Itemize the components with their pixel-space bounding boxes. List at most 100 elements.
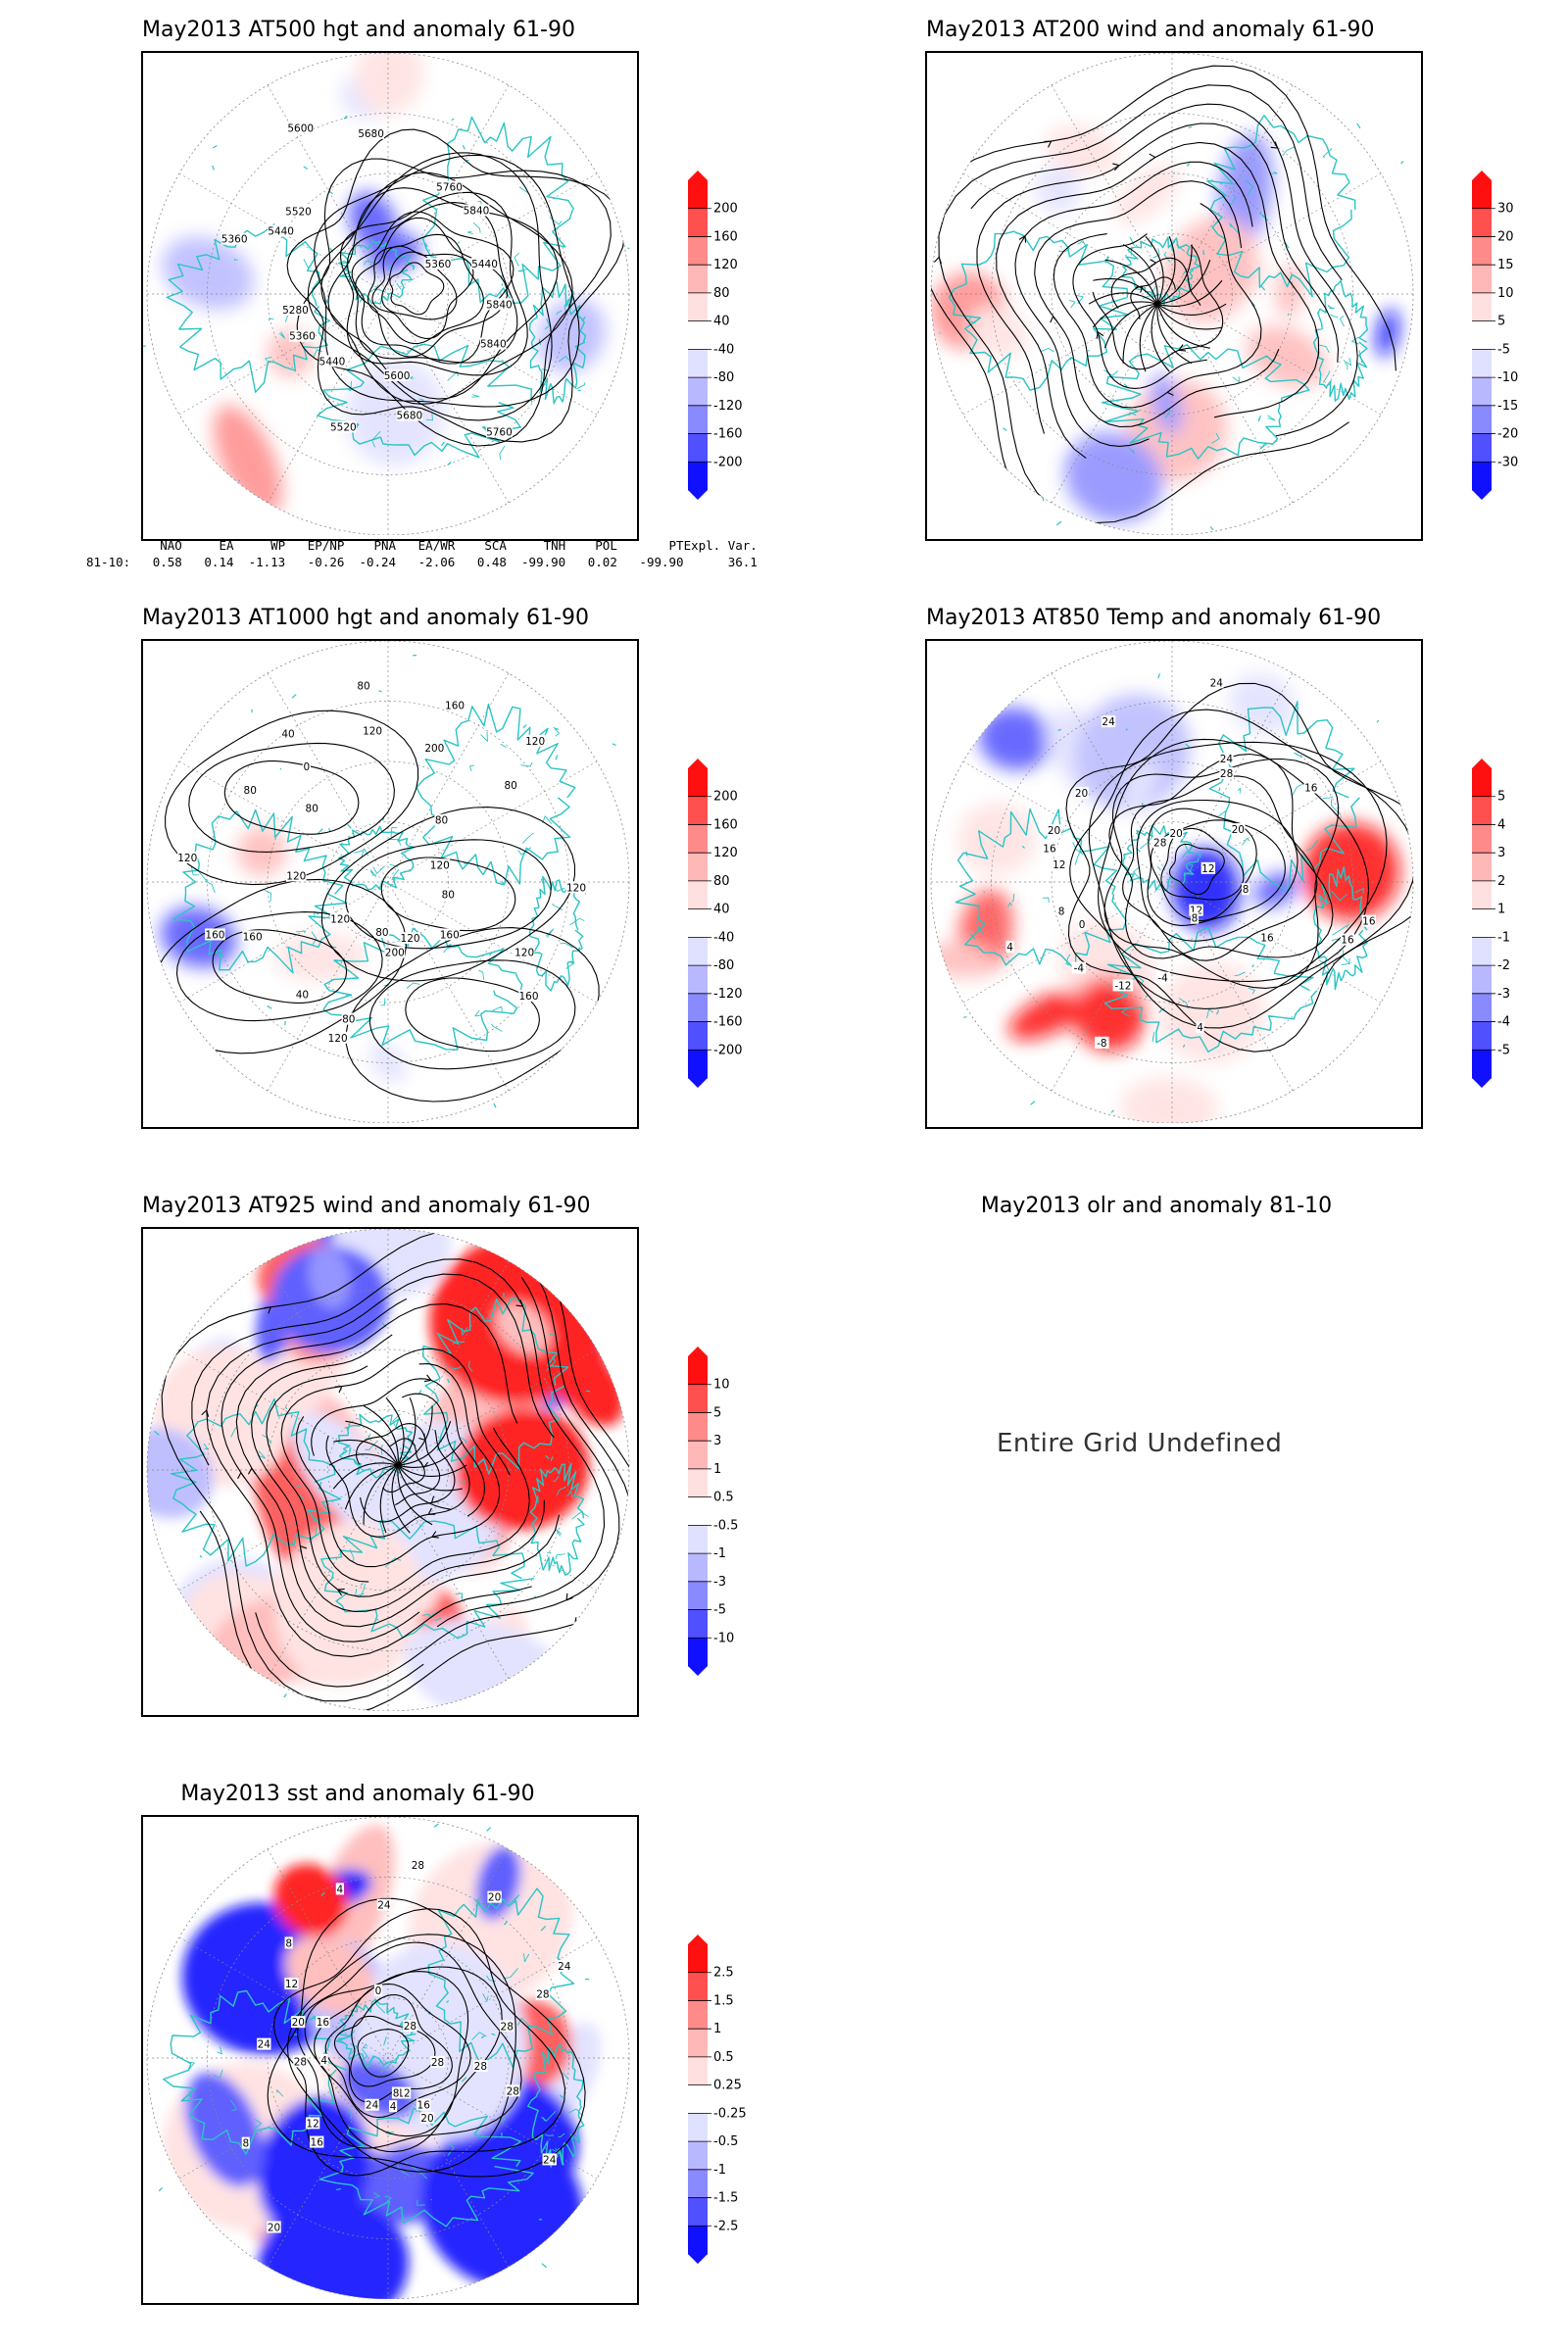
contour-label: 120 bbox=[328, 1033, 348, 1045]
border-line bbox=[359, 292, 366, 303]
contour-label-bg bbox=[329, 420, 357, 433]
map-svg bbox=[930, 53, 1414, 535]
colorbar-tick-label: 120 bbox=[713, 258, 738, 272]
border-line bbox=[392, 1413, 401, 1426]
border-line bbox=[452, 1365, 463, 1370]
contour-label-bg bbox=[267, 2221, 281, 2233]
streamline bbox=[931, 65, 1396, 535]
border-line bbox=[187, 2091, 192, 2098]
colorbar-sst: 2.5 1.5 1 0.5 0.25 -0.25 -0.5 -1 -1.5 -2.5 bbox=[676, 1933, 784, 2266]
contour-label-bg bbox=[310, 2135, 324, 2148]
border-line bbox=[555, 1528, 563, 1537]
border-line bbox=[1322, 796, 1334, 799]
border-line bbox=[384, 1557, 402, 1568]
island-outline bbox=[447, 1378, 450, 1384]
positive-anomaly bbox=[957, 803, 1037, 875]
contour-label: 16 bbox=[317, 2017, 330, 2029]
contour-line bbox=[368, 959, 576, 1070]
border-line bbox=[452, 1341, 466, 1345]
island-outline bbox=[1376, 719, 1380, 723]
contour-label-bg bbox=[242, 930, 263, 943]
island-outline bbox=[1356, 122, 1361, 129]
flow-arrow bbox=[1096, 331, 1104, 339]
contour-label: 12 bbox=[1201, 863, 1214, 875]
contour-label: 16 bbox=[417, 2099, 431, 2111]
colorbar-swatch bbox=[1472, 236, 1492, 266]
contour-label: 24 bbox=[1102, 716, 1115, 728]
colorbar-at850: 5 4 3 2 1 -1 -2 -3 -4 -5 bbox=[1460, 757, 1568, 1090]
colorbar-tick-label: -5 bbox=[1497, 1043, 1510, 1057]
colorbar-tick-label: 10 bbox=[1497, 286, 1514, 301]
continent-outline bbox=[172, 808, 348, 974]
flow-arrow bbox=[1018, 235, 1027, 243]
colorbar-tick-label: 2 bbox=[1497, 874, 1505, 889]
continent-outline bbox=[166, 223, 330, 393]
border-line bbox=[369, 284, 379, 293]
streamline bbox=[397, 1464, 467, 1477]
colorbar-swatch bbox=[688, 937, 708, 966]
border-line bbox=[482, 1993, 489, 2002]
colorbar-swatch bbox=[688, 1021, 708, 1051]
contour-label: 80 bbox=[306, 803, 318, 814]
border-line bbox=[354, 850, 365, 854]
contour-label-bg bbox=[424, 741, 445, 754]
contour-label: 5520 bbox=[330, 421, 357, 433]
contour-label: 16 bbox=[1304, 783, 1318, 795]
border-line bbox=[217, 2046, 222, 2055]
colorbar-swatch bbox=[688, 993, 708, 1023]
streamline bbox=[363, 1405, 399, 1466]
island-outline bbox=[433, 1823, 439, 1828]
contour-label: 80 bbox=[244, 785, 257, 797]
colorbar-at1000: 200 160 120 80 40 -40 -80 -120 -160 -200 bbox=[676, 757, 784, 1090]
border-line bbox=[264, 889, 272, 903]
island-outline bbox=[1021, 845, 1025, 849]
contour-label: 20 bbox=[292, 2017, 305, 2029]
border-line bbox=[1163, 251, 1171, 263]
colorbar-svg: 2.5 1.5 1 0.5 0.25 -0.25 -0.5 -1 -1.5 -2.5 bbox=[688, 1935, 747, 2264]
border-line bbox=[1292, 782, 1305, 796]
island-outline bbox=[1065, 962, 1070, 966]
colorbar-swatch bbox=[688, 2113, 708, 2142]
border-line bbox=[303, 259, 314, 270]
island-outline bbox=[347, 823, 352, 829]
flow-arrow bbox=[1149, 153, 1156, 162]
streamline bbox=[1156, 303, 1227, 316]
flow-arrow bbox=[431, 1531, 439, 1539]
contour-label-bg bbox=[430, 2055, 445, 2068]
island-outline bbox=[153, 1430, 160, 1436]
colorbar-swatch bbox=[688, 2197, 708, 2227]
contour-label-bg bbox=[329, 912, 351, 925]
contour-label-bg bbox=[473, 2060, 488, 2073]
colorbar-tick-label: 80 bbox=[713, 286, 730, 301]
island-outline bbox=[1251, 964, 1254, 968]
positive-anomaly bbox=[1163, 217, 1258, 322]
contour-label-bg bbox=[257, 2037, 271, 2050]
border-line bbox=[1011, 893, 1015, 903]
contour-label-bg bbox=[1340, 933, 1355, 946]
negative-anomaly bbox=[475, 1845, 521, 1921]
contour-label: 120 bbox=[525, 736, 545, 748]
contour-label-bg bbox=[280, 727, 296, 740]
border-line bbox=[278, 331, 286, 339]
border-line bbox=[349, 1548, 355, 1562]
contour-label: 28 bbox=[294, 2056, 307, 2068]
border-line bbox=[461, 1437, 467, 1445]
contour-line bbox=[1122, 775, 1318, 961]
border-line bbox=[364, 1433, 371, 1441]
continent-outline bbox=[527, 2042, 585, 2168]
contour-line bbox=[1098, 738, 1370, 982]
island-outline bbox=[332, 946, 337, 949]
negative-anomaly bbox=[1064, 431, 1163, 523]
border-line bbox=[311, 931, 318, 946]
border-line bbox=[564, 299, 569, 314]
colorbar-tick-label: -5 bbox=[713, 1603, 726, 1618]
contour-label: 8 bbox=[1058, 906, 1065, 917]
border-line bbox=[472, 221, 481, 233]
border-line bbox=[1104, 256, 1109, 264]
colorbar-at925: 10 5 3 1 0.5 -0.5 -1 -3 -5 -10 bbox=[676, 1345, 784, 1678]
border-line bbox=[983, 891, 986, 893]
border-line bbox=[1323, 370, 1330, 383]
island-outline bbox=[451, 118, 455, 122]
contour-label-bg bbox=[284, 1936, 293, 1949]
border-line bbox=[1152, 248, 1160, 259]
